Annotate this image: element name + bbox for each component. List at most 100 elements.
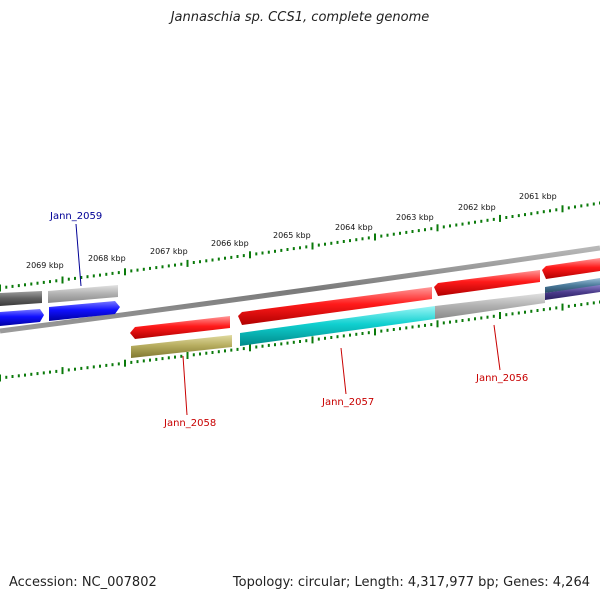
scale-upper-minor-tick — [142, 267, 145, 271]
scale-upper-minor-tick — [392, 232, 395, 236]
scale-lower-minor-tick — [292, 340, 295, 344]
scale-lower-minor-tick — [236, 347, 239, 351]
scale-upper-minor-tick — [292, 247, 295, 251]
leader-jann-2059 — [75, 223, 82, 287]
scale-lower-minor-tick — [24, 373, 26, 377]
gene-red-upper-b[interactable] — [434, 270, 540, 296]
gene-blue-right[interactable] — [49, 301, 120, 321]
scale-upper-minor-tick — [136, 268, 139, 272]
scale-upper-major-tick — [124, 268, 126, 276]
scale-lower-minor-tick — [274, 343, 276, 347]
scale-upper-minor-tick — [417, 229, 420, 233]
gene-jann-2056[interactable] — [435, 293, 545, 319]
tick-label-2064: 2064 kbp — [335, 223, 373, 232]
gene-red-upper-a[interactable] — [238, 287, 432, 325]
scale-upper-minor-tick — [117, 271, 120, 275]
gene-red-lower[interactable] — [130, 316, 230, 339]
scale-upper-major-tick — [436, 224, 439, 232]
scale-upper-minor-tick — [130, 269, 133, 273]
scale-lower-minor-tick — [36, 372, 39, 376]
scale-lower-minor-tick — [42, 371, 45, 375]
scale-upper-minor-tick — [161, 265, 164, 269]
scale-upper-major-tick — [499, 214, 501, 222]
scale-upper-major-tick — [0, 284, 1, 292]
scale-upper-major-tick — [249, 251, 251, 259]
scale-lower-minor-tick — [542, 308, 545, 312]
scale-upper-minor-tick — [155, 266, 158, 270]
gene-label-jann-2058[interactable]: Jann_2058 — [163, 418, 216, 429]
scale-lower-major-tick — [186, 352, 189, 359]
scale-lower-minor-tick — [455, 319, 458, 323]
gene-dark-gray[interactable] — [0, 291, 42, 306]
scale-lower-minor-tick — [467, 318, 470, 322]
gene-label-jann-2056[interactable]: Jann_2056 — [475, 373, 528, 384]
scale-upper-minor-tick — [30, 282, 33, 286]
scale-labels: 2069 kbp 2068 kbp 2067 kbp 2066 kbp 2065… — [26, 192, 557, 270]
scale-upper-minor-tick — [167, 264, 170, 268]
scale-lower-minor-tick — [430, 323, 433, 327]
scale-lower-minor-tick — [486, 315, 489, 319]
gene-purple[interactable] — [545, 285, 600, 300]
scale-lower-minor-tick — [555, 306, 558, 310]
scale-track-upper — [0, 201, 600, 292]
scale-lower-minor-tick — [505, 313, 508, 317]
scale-upper-minor-tick — [261, 251, 264, 255]
gene-jann-2059[interactable] — [48, 285, 118, 303]
scale-upper-minor-tick — [324, 242, 326, 246]
scale-lower-minor-tick — [161, 357, 164, 361]
scale-upper-minor-tick — [49, 280, 51, 284]
scale-upper-minor-tick — [549, 209, 551, 213]
gene-label-jann-2059[interactable]: Jann_2059 — [49, 211, 102, 222]
scale-upper-minor-tick — [449, 224, 451, 228]
scale-upper-minor-tick — [424, 228, 426, 232]
scale-lower-minor-tick — [105, 363, 108, 367]
tick-label-2065: 2065 kbp — [273, 231, 311, 240]
scale-lower-minor-tick — [405, 326, 408, 330]
gene-row-upper — [0, 258, 600, 325]
scale-upper-minor-tick — [92, 274, 95, 278]
scale-upper-minor-tick — [11, 284, 14, 288]
genome-backbone — [0, 245, 600, 334]
scale-lower-minor-tick — [386, 328, 389, 332]
gene-row-lower — [0, 278, 600, 358]
scale-upper-minor-tick — [367, 236, 370, 240]
scale-lower-minor-tick — [336, 335, 339, 339]
scale-upper-minor-tick — [330, 241, 333, 245]
gene-blue-left[interactable] — [0, 309, 44, 326]
scale-upper-minor-tick — [149, 266, 151, 270]
gene-steel-blue[interactable] — [545, 278, 600, 293]
leader-jann-2057 — [340, 347, 347, 395]
scale-lower-minor-tick — [280, 342, 283, 346]
scale-upper-minor-tick — [530, 212, 533, 216]
scale-upper-minor-tick — [55, 279, 58, 283]
scale-upper-minor-tick — [17, 284, 20, 288]
scale-upper-minor-tick — [224, 256, 226, 260]
scale-upper-minor-tick — [205, 259, 208, 263]
scale-lower-minor-tick — [17, 374, 20, 378]
gene-leaders — [75, 223, 501, 416]
gene-jann-2058[interactable] — [131, 335, 232, 358]
scale-upper-minor-tick — [480, 219, 483, 223]
gene-jann-2057[interactable] — [240, 306, 435, 346]
scale-lower-minor-tick — [174, 355, 176, 359]
gene-label-jann-2057[interactable]: Jann_2057 — [321, 397, 374, 408]
scale-lower-minor-tick — [217, 350, 220, 354]
scale-upper-minor-tick — [42, 280, 45, 284]
scale-upper-minor-tick — [24, 283, 26, 287]
scale-lower-minor-tick — [49, 370, 51, 374]
scale-upper-minor-tick — [236, 255, 239, 258]
scale-lower-major-tick — [61, 367, 64, 375]
scale-lower-minor-tick — [424, 323, 426, 327]
scale-upper-major-tick — [374, 233, 376, 241]
scale-lower-minor-tick — [524, 310, 526, 314]
scale-upper-minor-tick — [455, 223, 458, 227]
scale-upper-minor-tick — [536, 211, 539, 215]
scale-lower-minor-tick — [255, 345, 258, 349]
scale-lower-minor-tick — [205, 351, 208, 355]
gene-red-upper-c[interactable] — [542, 258, 600, 279]
scale-lower-minor-tick — [199, 352, 201, 356]
scale-lower-minor-tick — [480, 316, 483, 320]
scale-upper-minor-tick — [511, 215, 514, 218]
scale-upper-major-tick — [186, 259, 189, 267]
